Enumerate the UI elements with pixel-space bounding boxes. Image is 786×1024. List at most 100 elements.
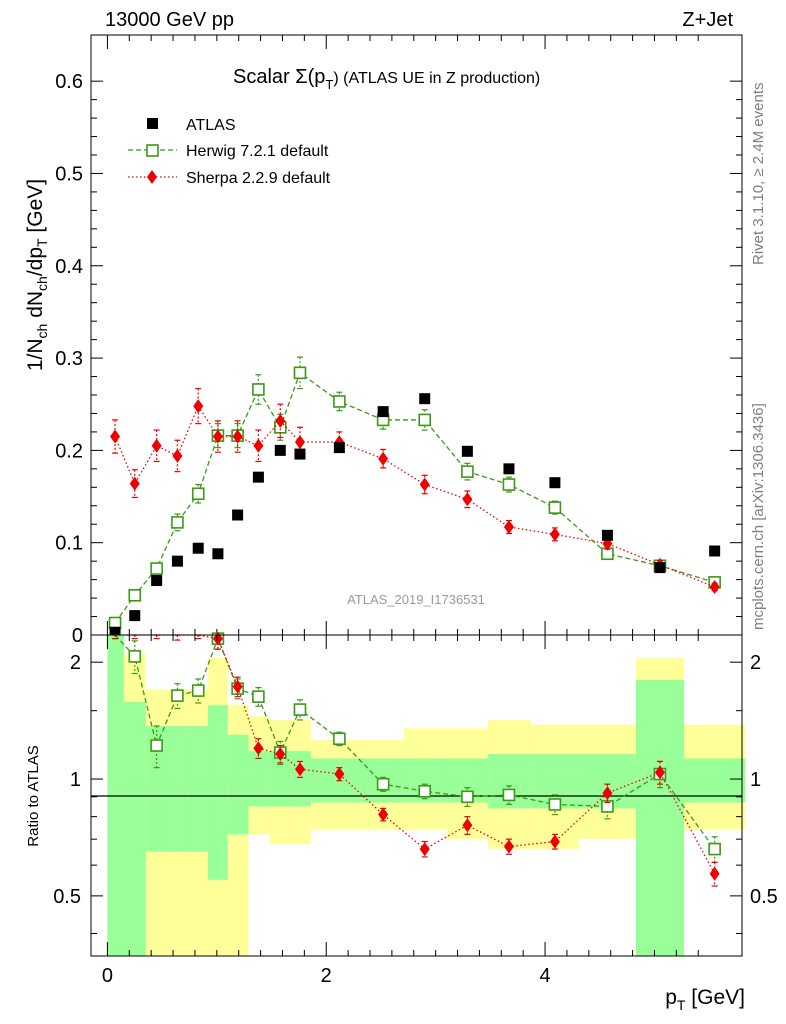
herwig-point [171,516,184,529]
herwig-ratio-point [708,842,721,856]
ratio-y-tick-label-right: 2 [750,652,761,674]
atlas-point [109,626,121,638]
herwig-point [418,413,432,427]
y-tick-label: 0.5 [55,163,83,185]
herwig-point [461,465,474,478]
atlas-point [461,445,473,457]
x-label-post: [GeV] [685,986,745,1009]
herwig-ratio-point [548,798,562,811]
atlas-point [709,545,721,557]
green-band-segment [248,751,270,807]
analysis-id: ATLAS_2019_I1736531 [347,592,485,607]
atlas-point [151,575,163,587]
green-band-segment [208,705,228,880]
legend-atlas-marker [147,118,158,129]
y-label-part: 1/N [24,338,47,371]
ratio-plot-area [112,631,721,887]
y-tick-label: 0.2 [55,440,83,462]
sherpa-point [110,429,121,444]
y-label-part: /dp [24,247,47,276]
x-label-sub: T [677,997,686,1013]
herwig-ratio-point [418,784,432,798]
sherpa-point [151,438,162,453]
y-label-sub: T [34,238,50,247]
legend-herwig-marker [146,144,159,157]
sherpa-ratio-point [503,839,514,854]
atlas-point [252,471,264,483]
herwig-point [252,383,265,396]
plot-title-main: Scalar Σ(p [233,66,325,88]
sherpa-point [378,451,389,466]
sherpa-ratio-point [549,834,560,849]
x-axis: 0 2 4 [102,635,699,987]
sherpa-ratio-point [275,747,286,762]
herwig-ratio-point [252,690,265,703]
atlas-point [294,448,306,460]
main-plot-area [108,356,721,638]
herwig-ratio-point [191,684,205,697]
main-y-axis: 0 0.1 0.2 0.3 0.4 0.5 0.6 [55,71,742,647]
herwig-point [502,478,516,491]
green-band-segment [187,725,209,852]
atlas-point [601,529,613,541]
ratio-y-tick-label-right: 1 [750,769,761,791]
atlas-point [129,610,141,622]
x-tick-label: 0 [102,965,113,987]
plot-title: Scalar Σ(pT) (ATLAS UE in Z production) [233,66,540,92]
y-tick-label: 0.6 [55,71,83,93]
herwig-line [114,371,715,624]
herwig-point [293,366,307,380]
sherpa-ratio-point [462,818,473,833]
sherpa-point [129,476,140,491]
green-band-segment [635,679,685,956]
sherpa-point [419,477,430,492]
green-band-segment [227,734,249,835]
sherpa-point [549,527,560,542]
process-label: Z+Jet [682,9,733,31]
green-band-segment [269,751,291,807]
green-band-segment [145,725,168,852]
sherpa-point [253,438,264,453]
ratio-y-axis: 0.5 0.5 1 1 2 2 [53,652,778,934]
green-band-segment [684,758,746,803]
y-tick-label: 0.1 [55,533,83,555]
sherpa-ratio-point [654,765,665,780]
sherpa-ratio-point [253,741,264,756]
herwig-ratio-point [376,777,390,791]
green-band-segment [290,751,311,807]
x-label-main: p [665,986,677,1009]
ratio-y-tick-label: 1 [70,769,81,791]
green-band-segment [167,725,188,852]
ratio-y-label: Ratio to ATLAS [25,745,42,846]
herwig-point [191,487,205,501]
x-axis-label: pT [GeV] [665,986,745,1013]
herwig-ratio-point [461,790,474,804]
y-tick-label: 0.4 [55,256,83,278]
atlas-point [503,463,515,475]
sherpa-ratio-point [232,679,243,694]
sherpa-point [212,429,223,444]
y-label-part: dN [24,291,47,324]
atlas-point [333,442,345,454]
rivet-label: Rivet 3.1.10, ≥ 2.4M events [750,83,767,266]
atlas-point [549,477,561,489]
sherpa-ratio-point [709,866,720,881]
atlas-point [654,562,666,574]
sherpa-ratio-point [378,807,389,822]
ratio-panel: 0.5 0.5 1 1 2 2 0 2 4 [53,631,778,987]
atlas-point [419,393,431,405]
atlas-point [232,509,244,521]
x-tick-label: 4 [539,965,550,987]
sherpa-line [114,404,715,588]
green-band-segment [310,758,362,803]
herwig-point [333,395,346,408]
sherpa-point [193,399,204,414]
legend-sherpa-marker [147,170,157,184]
atlas-point [212,548,224,560]
atlas-point [274,444,286,456]
main-x-ticks [106,35,699,635]
y-label-part: [GeV] [24,179,47,239]
plot-title-tail: ) (ATLAS UE in Z production) [333,70,540,87]
herwig-point [548,501,562,514]
